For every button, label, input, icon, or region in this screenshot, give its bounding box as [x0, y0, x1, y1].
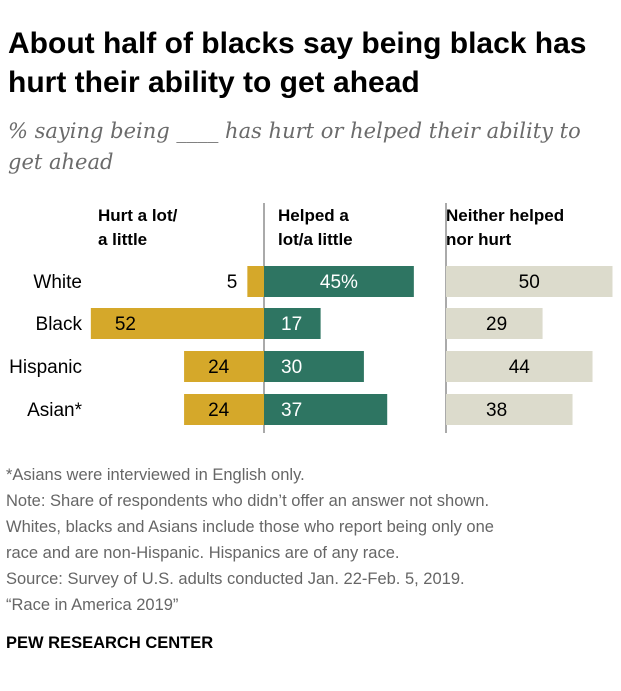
label-hurt-hispanic: 24: [208, 357, 230, 378]
notes: *Asians were interviewed in English only…: [6, 462, 618, 618]
label-neither-hispanic: 44: [509, 357, 531, 378]
header-neither-line-2: nor hurt: [446, 230, 511, 249]
header-helped-line-2: lot/a little: [278, 230, 353, 249]
bar-hurt-asian: [184, 394, 264, 425]
note-line-3: race and are non-Hispanic. Hispanics are…: [6, 544, 400, 562]
label-hurt-asian: 24: [208, 400, 230, 421]
header-hurt-line-1: Hurt a lot/: [98, 206, 178, 225]
source-line: Source: Survey of U.S. adults conducted …: [6, 570, 465, 588]
bar-chart: Hurt a lot/a little Helped a lot/a little N…: [9, 203, 613, 433]
report-title: “Race in America 2019”: [6, 596, 179, 614]
bar-helped-asian: [264, 394, 388, 425]
category-label-asian: Asian*: [27, 400, 83, 421]
footer-logo-text: PEW RESEARCH CENTER: [6, 634, 214, 652]
label-hurt-black: 52: [115, 314, 136, 335]
chart-title: About half of blacks say being black has…: [8, 27, 587, 99]
category-label-black: Black: [36, 314, 83, 335]
label-neither-asian: 38: [486, 400, 507, 421]
note-line-1: Note: Share of respondents who didn’t of…: [6, 492, 490, 510]
label-helped-hispanic: 30: [281, 357, 302, 378]
bar-helped-hispanic: [264, 351, 364, 382]
bar-helped-white: [264, 266, 414, 297]
label-helped-asian: 37: [281, 400, 302, 421]
bar-neither-hispanic: [446, 351, 593, 382]
chart-subtitle: % saying being ____ has hurt or helped t…: [8, 119, 581, 174]
category-label-white: White: [33, 272, 82, 293]
header-helped-line-1: Helped a: [278, 206, 349, 225]
bar-neither-white: [446, 266, 613, 297]
bar-hurt-white: [247, 266, 264, 297]
note-asian-footnote: *Asians were interviewed in English only…: [6, 466, 305, 484]
bar-neither-asian: [446, 394, 573, 425]
bar-neither-black: [446, 308, 543, 339]
label-helped-white: 45%: [320, 272, 358, 293]
label-hurt-white: 5: [227, 272, 238, 293]
category-label-hispanic: Hispanic: [9, 357, 82, 378]
label-helped-black: 17: [281, 314, 302, 335]
note-line-2: Whites, blacks and Asians include those …: [6, 518, 494, 536]
label-neither-black: 29: [486, 314, 507, 335]
header-hurt-line-2: a little: [98, 230, 147, 249]
label-neither-white: 50: [519, 272, 540, 293]
bar-hurt-hispanic: [184, 351, 264, 382]
header-neither-line-1: Neither helped: [446, 206, 564, 225]
bar-hurt-black: [90, 308, 264, 339]
bar-helped-black: [264, 308, 321, 339]
